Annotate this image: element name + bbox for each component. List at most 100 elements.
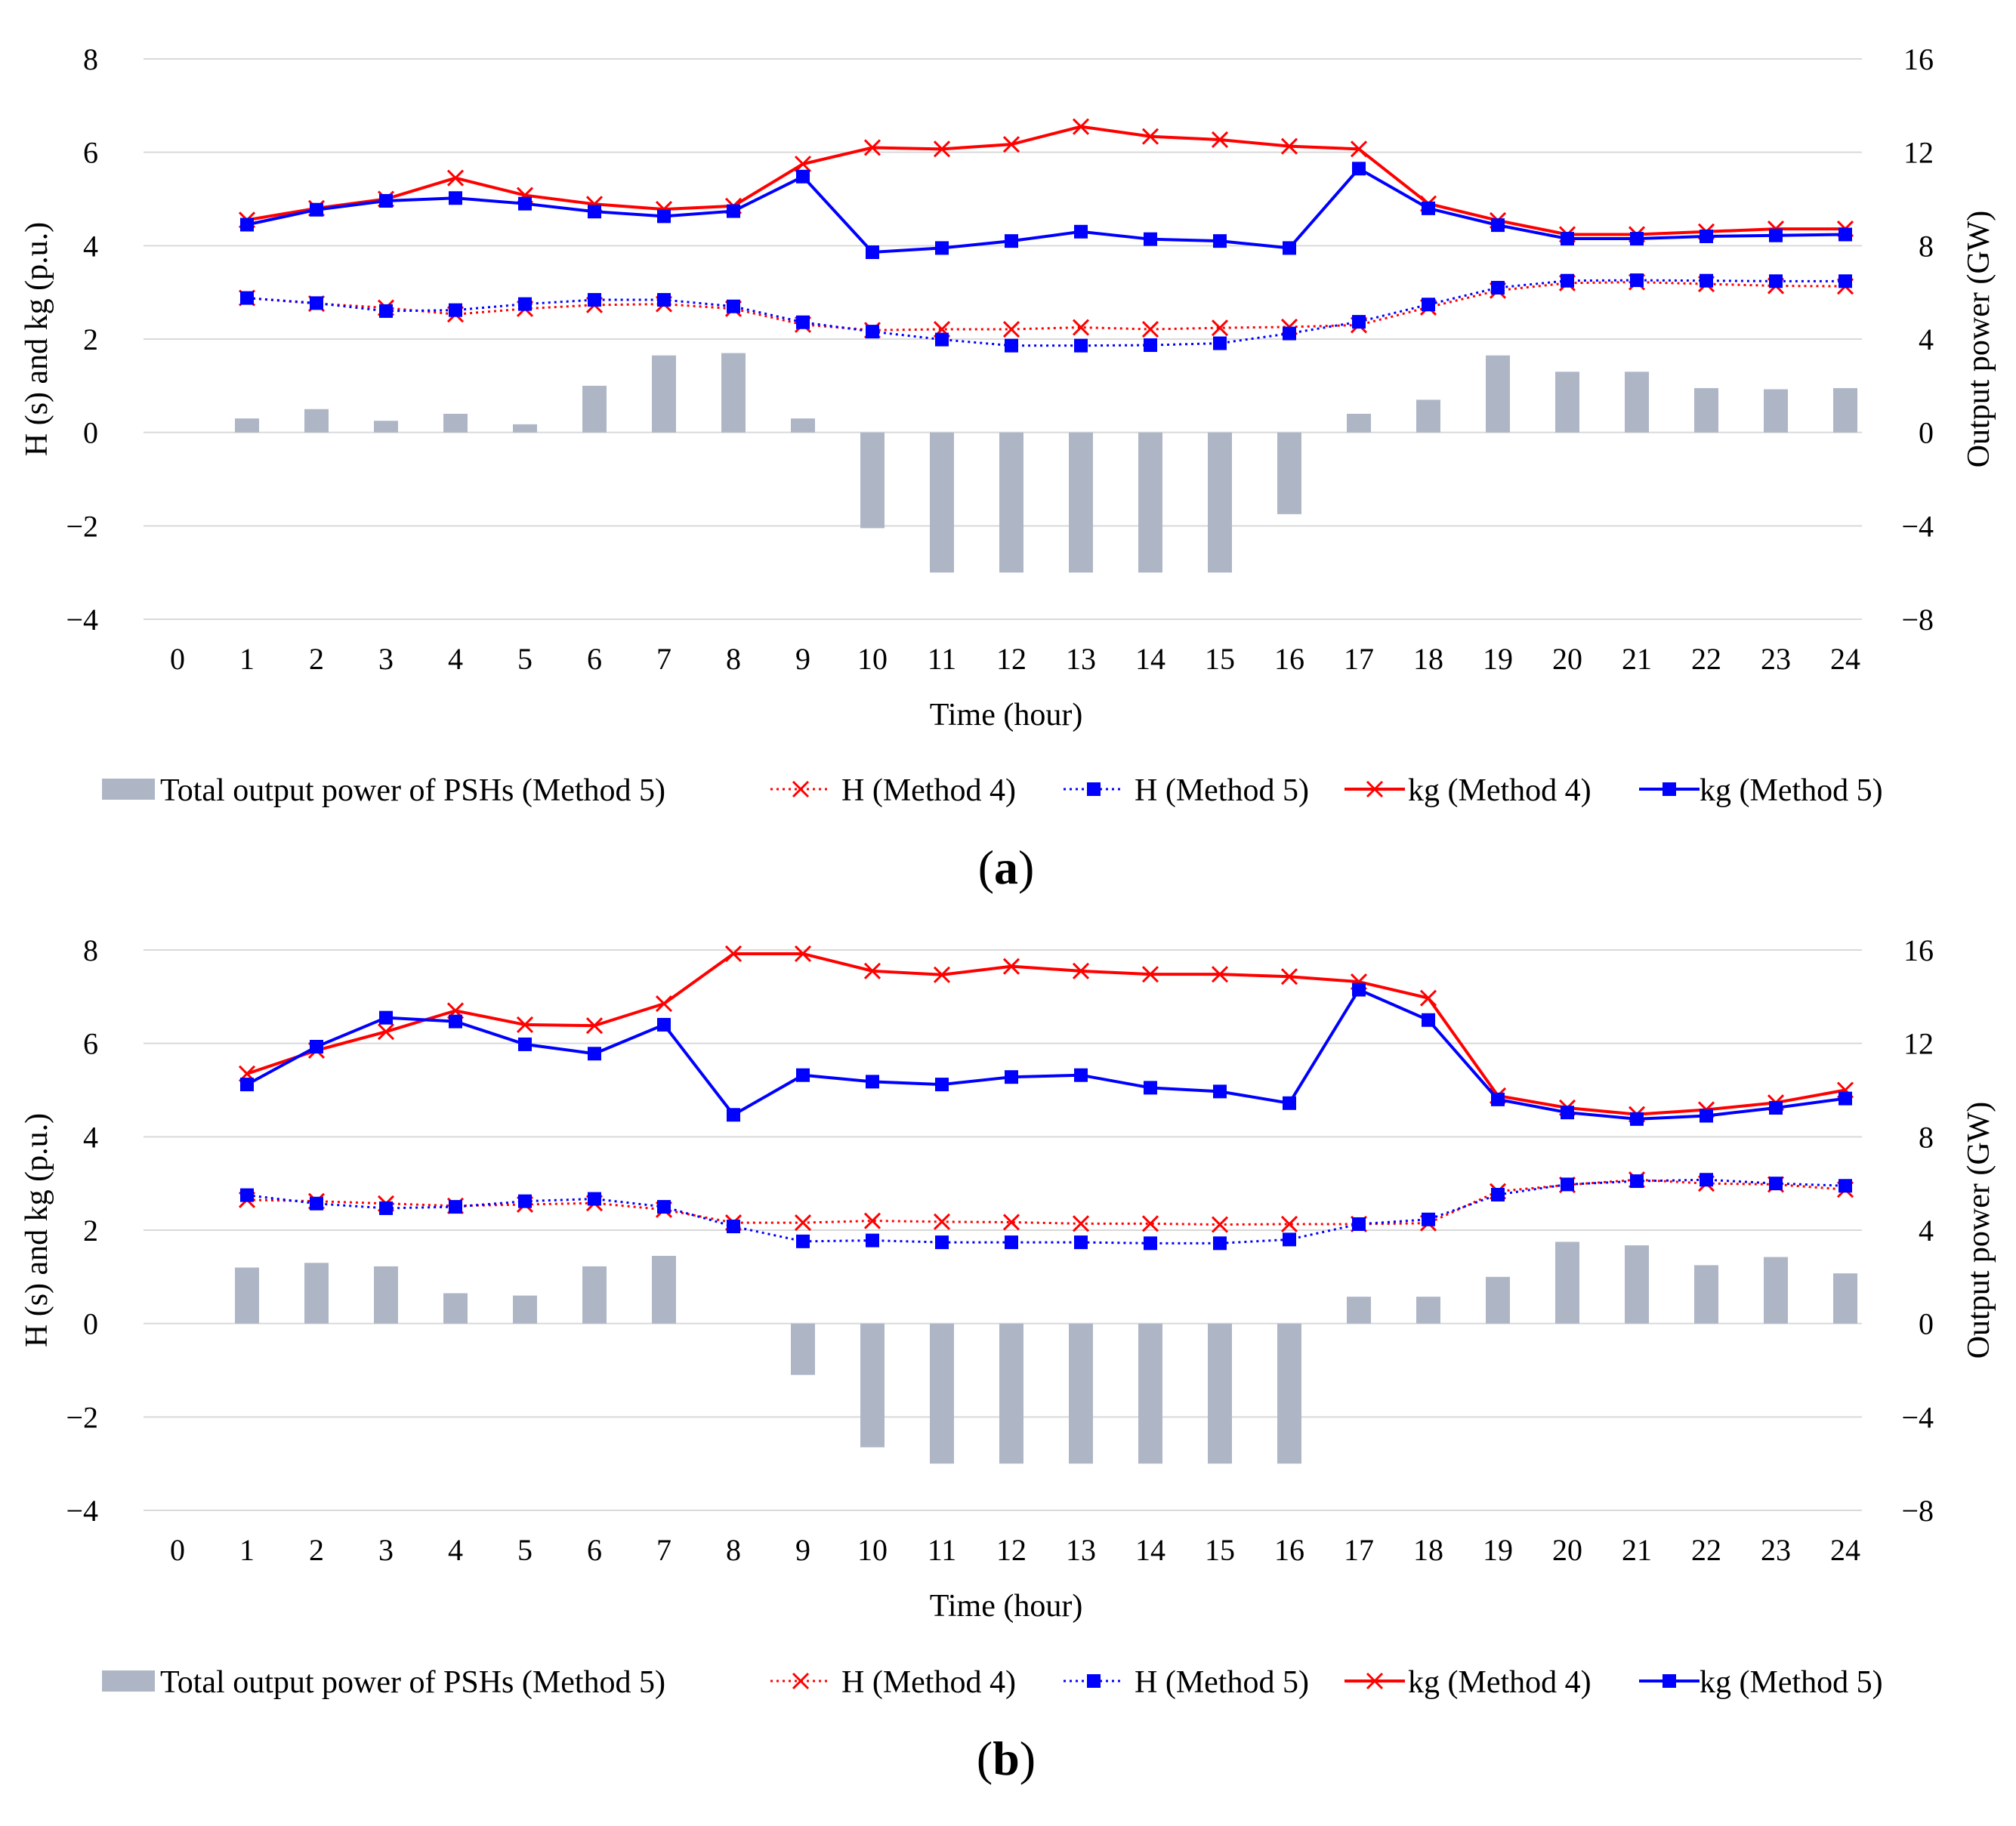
data-point-h8	[727, 1220, 740, 1234]
data-point-h24	[1838, 1179, 1852, 1193]
series-h-method-4	[238, 273, 1854, 339]
legend-label: kg (Method 4)	[1408, 773, 1591, 808]
data-point-h10	[863, 139, 881, 156]
y-tick-left: −2	[66, 1400, 98, 1434]
y-tick-left: 2	[83, 322, 98, 356]
legend-swatch-marker	[1087, 1674, 1101, 1688]
legend-label: kg (Method 5)	[1700, 773, 1883, 808]
y-tick-right: 12	[1903, 136, 1934, 170]
x-tick: 9	[795, 642, 810, 676]
data-point-h1	[240, 217, 254, 232]
x-tick: 13	[1066, 1533, 1096, 1567]
bar-output-power-h23	[1764, 1257, 1788, 1324]
bar-output-power-h2	[304, 1263, 329, 1324]
legend-swatch-bars	[102, 1670, 155, 1692]
data-point-h10	[866, 325, 879, 339]
data-point-h4	[446, 169, 465, 187]
data-point-h7	[657, 1200, 671, 1214]
data-point-h13	[1072, 319, 1090, 336]
x-tick: 0	[170, 642, 185, 676]
bar-output-power-h14	[1138, 1323, 1162, 1464]
bar-output-power-h24	[1833, 1273, 1857, 1324]
y-tick-right: 16	[1903, 42, 1934, 76]
data-point-h19	[1491, 280, 1505, 295]
data-point-h17	[1352, 982, 1366, 997]
data-point-h4	[449, 191, 462, 205]
data-point-h13	[1074, 1235, 1088, 1250]
bar-output-power-h5	[513, 1295, 537, 1324]
data-point-h5	[518, 297, 532, 311]
data-point-h9	[796, 169, 810, 184]
data-point-h13	[1072, 118, 1090, 135]
x-tick: 24	[1830, 1533, 1860, 1567]
data-point-h3	[377, 1023, 395, 1041]
data-point-h7	[655, 995, 673, 1013]
x-tick: 12	[996, 642, 1027, 676]
data-point-h10	[863, 962, 881, 979]
data-point-h19	[1491, 1092, 1505, 1106]
data-point-h16	[1280, 968, 1298, 985]
data-point-h10	[866, 1075, 879, 1089]
data-point-h9	[796, 1068, 810, 1082]
y-tick-right: 0	[1919, 416, 1934, 450]
y-tick-right: 0	[1919, 1307, 1934, 1341]
bar-output-power-h4	[443, 413, 468, 433]
data-point-h15	[1211, 966, 1229, 983]
y-tick-left: 4	[83, 229, 98, 263]
x-tick: 20	[1552, 642, 1582, 676]
data-point-h15	[1213, 1084, 1227, 1099]
bar-output-power-h11	[930, 1323, 954, 1464]
panel-label: (b)	[977, 1732, 1036, 1785]
series-line	[246, 279, 1845, 347]
data-point-h15	[1213, 1236, 1227, 1251]
data-point-h5	[518, 196, 532, 211]
x-tick: 21	[1622, 1533, 1652, 1567]
x-tick: 8	[726, 642, 741, 676]
data-point-h8	[724, 945, 742, 963]
panel-label-open: (	[978, 841, 994, 894]
data-point-h22	[1700, 1109, 1713, 1123]
legend: Total output power of PSHs (Method 5) H (…	[102, 1665, 1883, 1700]
data-point-h14	[1141, 128, 1159, 145]
data-point-h9	[796, 1234, 810, 1248]
y-tick-left: 6	[83, 1027, 98, 1061]
legend-label: kg (Method 5)	[1700, 1665, 1883, 1700]
data-point-h6	[588, 205, 601, 219]
bar-output-power-h15	[1208, 1323, 1232, 1464]
x-tick: 17	[1344, 1533, 1374, 1567]
bar-output-power-h6	[582, 385, 607, 433]
bar-output-power-h10	[860, 1323, 885, 1448]
data-point-h11	[933, 966, 951, 983]
data-point-h16	[1283, 326, 1296, 341]
x-tick: 15	[1205, 642, 1235, 676]
legend: Total output power of PSHs (Method 5) H (…	[102, 773, 1883, 808]
data-point-h22	[1700, 229, 1713, 243]
x-axis-title: Time (hour)	[930, 698, 1083, 733]
data-point-h8	[727, 1108, 740, 1122]
data-point-h21	[1630, 1112, 1644, 1126]
bar-output-power-h7	[652, 355, 676, 433]
data-point-h15	[1213, 234, 1227, 248]
data-point-h22	[1700, 1173, 1713, 1187]
y-axis-title-right: Output power (GW)	[1962, 211, 1996, 468]
x-tick: 17	[1344, 642, 1374, 676]
y-tick-left: 6	[83, 136, 98, 170]
data-point-h1	[240, 1188, 254, 1202]
bar-output-power-h9	[791, 1323, 815, 1375]
data-point-h18	[1422, 201, 1435, 215]
data-point-h20	[1561, 232, 1574, 246]
data-point-h16	[1283, 1096, 1296, 1110]
data-point-h9	[794, 156, 812, 173]
bar-output-power-h21	[1625, 1245, 1649, 1324]
data-point-h15	[1213, 336, 1227, 350]
data-point-h6	[588, 293, 601, 307]
bar-output-power-h20	[1555, 372, 1579, 433]
series-h-method-5	[240, 1173, 1852, 1251]
y-axis-title-left: H (s) and kg (p.u.)	[20, 1113, 54, 1347]
data-point-h21	[1630, 1174, 1644, 1189]
data-point-h15	[1211, 131, 1229, 149]
bar-output-power-h17	[1347, 1297, 1371, 1324]
x-tick: 9	[795, 1533, 810, 1567]
x-tick: 18	[1413, 642, 1443, 676]
